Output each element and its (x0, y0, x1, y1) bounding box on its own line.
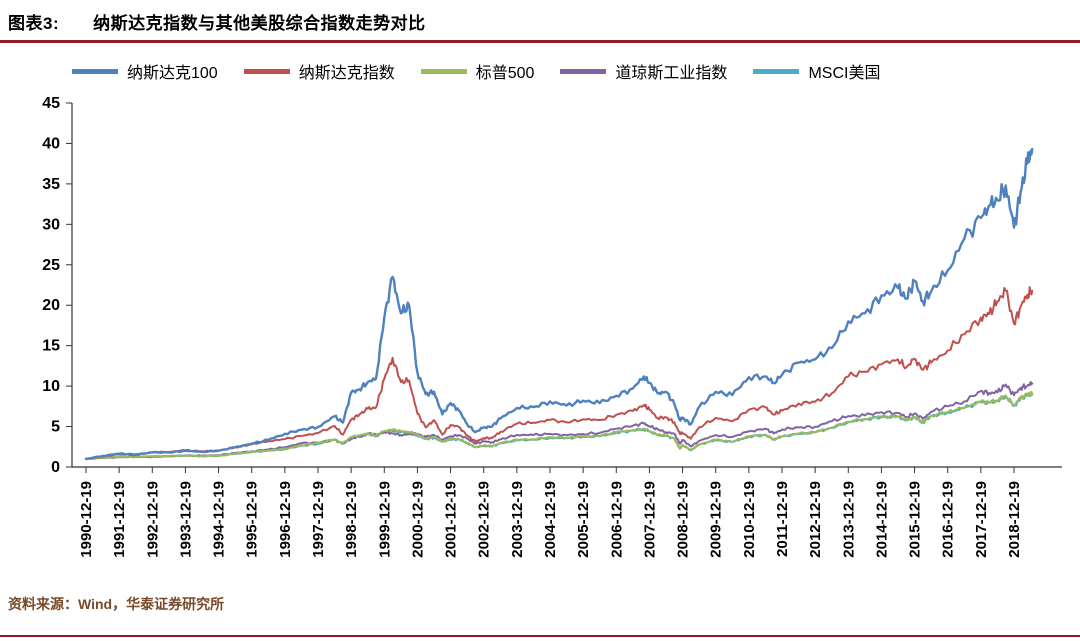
y-tick-label: 35 (42, 176, 60, 193)
x-tick-label: 1994-12-19 (211, 481, 228, 558)
x-tick-label: 1999-12-19 (376, 481, 393, 558)
y-tick-label: 0 (51, 459, 60, 476)
y-tick-label: 20 (42, 297, 60, 314)
legend-item: 纳斯达克100 (72, 59, 218, 83)
line-chart: 0 5 10 15 20 25 30 35 40 45 1990-12-19 1991-12-19 19… (42, 95, 1062, 558)
legend-line-sample (420, 68, 467, 74)
x-tick-label: 2015-12-19 (907, 481, 924, 558)
legend: 纳斯达克100 纳斯达克指数 标普500 道琼斯工业指数 MSCI美国 (72, 59, 1080, 83)
legend-label: MSCI美国 (808, 65, 881, 82)
x-tick-label: 2005-12-19 (575, 481, 592, 558)
series-line-nasdaq-composite (85, 286, 1034, 460)
x-tick-label: 2018-12-19 (1006, 481, 1023, 558)
bottom-divider (0, 635, 1080, 637)
y-tick-label: 10 (42, 378, 60, 395)
x-tick-label: 2009-12-19 (708, 481, 725, 558)
x-tick-label: 1996-12-19 (277, 481, 294, 558)
x-tick-label: 1997-12-19 (310, 481, 327, 558)
x-tick-label: 2001-12-19 (443, 481, 460, 558)
series-line-dow-jones (85, 381, 1034, 460)
legend-item: MSCI美国 (753, 59, 880, 83)
x-tick-label: 1998-12-19 (343, 481, 360, 558)
series-line-nasdaq-100 (84, 147, 1034, 461)
y-tick-label: 30 (42, 216, 60, 233)
x-tick-label: 2012-12-19 (807, 481, 824, 558)
x-tick-label: 2013-12-19 (840, 481, 857, 558)
x-tick-label: 1991-12-19 (111, 481, 128, 558)
legend-label: 标普500 (475, 65, 535, 82)
x-tick-label: 2008-12-19 (675, 481, 692, 558)
legend-line-sample (243, 68, 290, 74)
x-tick-label: 2003-12-19 (509, 481, 526, 558)
x-tick-label: 1995-12-19 (244, 481, 261, 558)
y-tick-label: 15 (42, 338, 60, 355)
x-tick-label: 2007-12-19 (641, 481, 658, 558)
y-tick-label: 45 (42, 95, 60, 112)
x-tick-label: 1990-12-19 (78, 481, 95, 558)
legend-label: 纳斯达克100 (127, 65, 218, 82)
x-tick-label: 2010-12-19 (741, 481, 758, 558)
legend-item: 标普500 (420, 59, 535, 83)
legend-item: 纳斯达克指数 (243, 59, 395, 83)
legend-label: 纳斯达克指数 (298, 65, 395, 82)
y-tick-label: 5 (51, 419, 60, 436)
x-tick-label: 2014-12-19 (873, 481, 890, 558)
x-tick-label: 1993-12-19 (177, 481, 194, 558)
figure-title: 纳斯达克指数与其他美股综合指数走势对比 (93, 14, 426, 33)
series-line-sp500 (85, 390, 1034, 460)
legend-line-sample (753, 68, 800, 74)
figure-label: 图表3: (8, 14, 60, 33)
x-tick-label: 2011-12-19 (774, 481, 791, 557)
legend-item: 道琼斯工业指数 (560, 59, 727, 83)
x-tick-label: 2000-12-19 (409, 481, 426, 558)
x-tick-label: 2004-12-19 (542, 481, 559, 558)
y-tick-label: 40 (42, 135, 60, 152)
legend-line-sample (560, 68, 607, 74)
figure-header: 图表3: 纳斯达克指数与其他美股综合指数走势对比 (0, 0, 1080, 40)
y-tick-label: 25 (42, 257, 60, 274)
x-tick-label: 2016-12-19 (940, 481, 957, 558)
x-tick-label: 2017-12-19 (973, 481, 990, 558)
x-tick-label: 2006-12-19 (608, 481, 625, 558)
legend-line-sample (72, 68, 118, 74)
x-tick-label: 1992-12-19 (144, 481, 161, 558)
x-tick-label: 2002-12-19 (476, 481, 493, 558)
top-divider (0, 40, 1080, 43)
source-note: 资料来源：Wind，华泰证券研究所 (8, 596, 225, 612)
legend-label: 道琼斯工业指数 (615, 65, 728, 82)
figure-footer: 资料来源：Wind，华泰证券研究所 (0, 590, 1080, 614)
